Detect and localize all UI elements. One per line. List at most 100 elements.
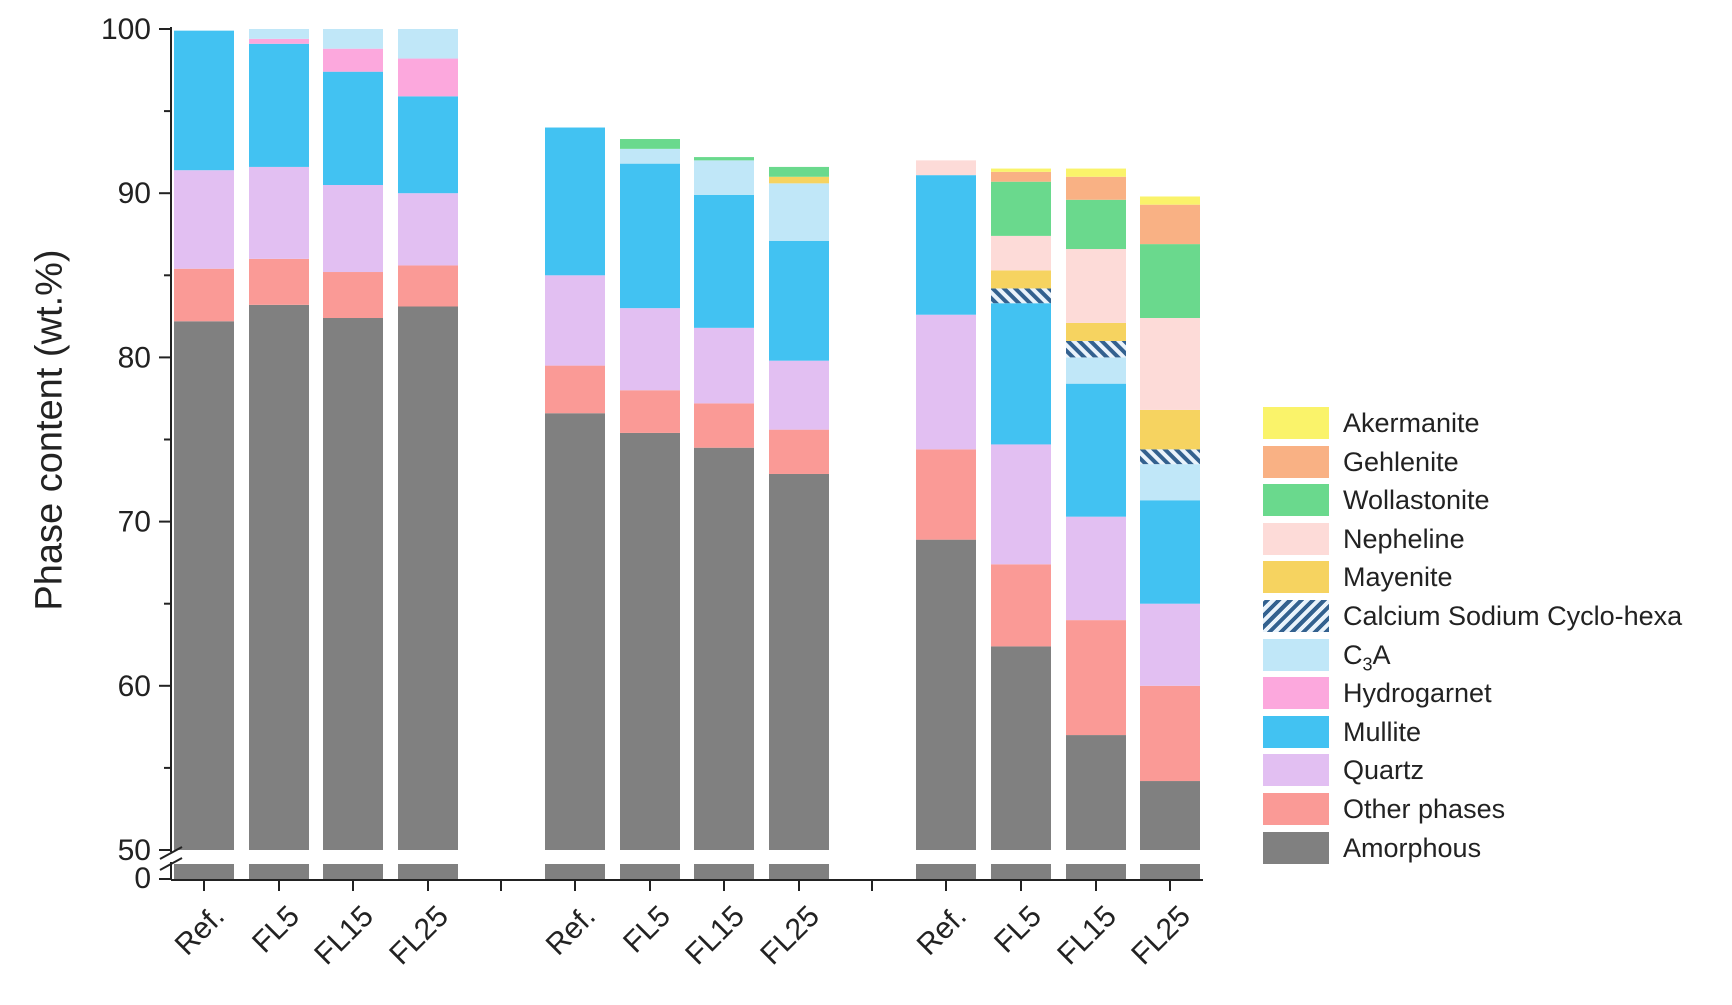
bar-segment-akermanite-11 (1140, 196, 1200, 205)
bar-segment-quartz-5 (620, 308, 680, 391)
bar-segment-mayenite-9 (991, 270, 1051, 289)
bar-segment-quartz-11 (1140, 603, 1200, 686)
legend-label-akermanite: Akermanite (1343, 408, 1480, 438)
bar-segment-gehlenite-11 (1140, 204, 1200, 245)
bar-segment-mayenite-11 (1140, 409, 1200, 450)
bar-segment-mullite-1 (249, 43, 309, 167)
legend-swatch-hydrogarnet (1263, 677, 1329, 710)
bar-segment-other-phases-10 (1066, 620, 1126, 736)
bar-segment-mullite-9 (991, 303, 1051, 445)
legend-label-amorphous: Amorphous (1343, 832, 1482, 863)
legend-label-calcium-sodium-cyclo-hexa: Calcium Sodium Cyclo-hexa (1343, 601, 1683, 631)
legend-swatch-mayenite (1263, 561, 1329, 594)
bar-segment-quartz-1 (249, 166, 309, 259)
legend-swatch-gehlenite (1263, 445, 1329, 478)
bar-segment-mullite-3 (398, 96, 458, 194)
bar-segment-wollastonite-6 (694, 157, 754, 161)
bar-segment-calcium-sodium-cyclo-hexa-10 (1066, 340, 1126, 358)
bar-stub-5 (620, 864, 680, 880)
bar-segment-calcium-sodium-cyclo-hexa-9 (991, 288, 1051, 304)
bar-segment-nepheline-10 (1066, 249, 1126, 323)
bar-segment-mullite-0 (174, 30, 234, 171)
bar-segment-nepheline-11 (1140, 317, 1200, 410)
bar-segment-calcium-sodium-cyclo-hexa-11 (1140, 449, 1200, 465)
bar-segment-quartz-2 (323, 184, 383, 273)
bar-segment-amorphous-3 (398, 306, 458, 850)
bar-segment-c3a-5 (620, 148, 680, 164)
x-tick-label-3: FL25 (383, 900, 455, 972)
legend-item-akermanite: Akermanite (1263, 405, 1732, 441)
bar-segment-nepheline-8 (916, 160, 976, 176)
bar-segment-c3a-10 (1066, 357, 1126, 384)
x-tick-label-5: FL5 (617, 900, 677, 960)
bar-segment-amorphous-10 (1066, 735, 1126, 850)
bar-segment-mayenite-7 (769, 176, 829, 184)
legend-item-gehlenite: Gehlenite (1263, 444, 1732, 480)
legend-item-c3a: C3A (1263, 637, 1732, 673)
legend-swatch-wollastonite (1263, 484, 1329, 517)
bar-stub-10 (1066, 864, 1126, 880)
bar-segment-c3a-7 (769, 183, 829, 241)
y-tick-label-0: 0 (134, 862, 151, 895)
bar-segment-c3a-11 (1140, 464, 1200, 501)
y-tick-label-70: 70 (118, 506, 151, 539)
bar-segment-other-phases-5 (620, 390, 680, 433)
y-tick-label-100: 100 (101, 13, 151, 46)
bar-segment-other-phases-0 (174, 268, 234, 322)
bar-segment-amorphous-6 (694, 447, 754, 850)
bar-segment-mullite-7 (769, 240, 829, 361)
legend-label-quartz: Quartz (1343, 755, 1425, 786)
bar-segment-amorphous-0 (174, 321, 234, 850)
legend-label-c3a: C3A (1343, 637, 1391, 673)
axis-break-mark-lower (159, 857, 183, 871)
bar-stub-9 (991, 864, 1051, 880)
legend-swatch-calcium-sodium-cyclo-hexa (1263, 600, 1329, 632)
y-tick-label-60: 60 (118, 670, 151, 703)
bar-stub-1 (249, 864, 309, 880)
bar-segment-mullite-5 (620, 163, 680, 309)
legend-swatch-mullite (1263, 715, 1329, 748)
legend-label-wollastonite: Wollastonite (1343, 485, 1490, 516)
bar-segment-gehlenite-10 (1066, 176, 1126, 200)
bar-segment-wollastonite-10 (1066, 199, 1126, 250)
legend-item-wollastonite: Wollastonite (1263, 482, 1732, 518)
legend-label-nepheline: Nepheline (1343, 523, 1465, 554)
bar-segment-other-phases-6 (694, 403, 754, 448)
bar-segment-quartz-7 (769, 360, 829, 430)
bar-segment-quartz-6 (694, 327, 754, 404)
bar-segment-mullite-11 (1140, 500, 1200, 604)
bar-stub-0 (174, 864, 234, 880)
bar-stub-7 (769, 864, 829, 880)
y-axis-title: Phase content (wt.%) (28, 249, 71, 611)
bar-segment-amorphous-1 (249, 304, 309, 851)
x-tick-label-10: FL15 (1051, 900, 1123, 972)
bar-segment-amorphous-7 (769, 473, 829, 850)
legend-item-amorphous: Amorphous (1263, 830, 1732, 866)
legend-item-mayenite: Mayenite (1263, 559, 1732, 595)
bar-segment-other-phases-2 (323, 272, 383, 318)
legend-item-nepheline: Nepheline (1263, 521, 1732, 557)
bar-segment-other-phases-1 (249, 258, 309, 305)
bar-segment-c3a-2 (323, 29, 383, 49)
bar-segment-wollastonite-9 (991, 181, 1051, 236)
legend-label-suffix: A (1372, 639, 1391, 670)
y-tick-label-50: 50 (118, 834, 151, 867)
bar-segment-c3a-1 (249, 29, 309, 39)
x-tick-label-2: FL15 (308, 900, 380, 972)
bar-segment-hydrogarnet-1 (249, 38, 309, 44)
bar-segment-mullite-8 (916, 175, 976, 315)
bar-segment-other-phases-11 (1140, 685, 1200, 782)
legend-label-gehlenite: Gehlenite (1343, 446, 1459, 477)
bar-segment-other-phases-9 (991, 564, 1051, 647)
bar-segments (174, 29, 1200, 880)
legend-label-mayenite: Mayenite (1343, 562, 1453, 593)
x-tick-label-4: Ref. (540, 900, 602, 962)
legend-label-mullite: Mullite (1343, 716, 1422, 747)
bar-segment-wollastonite-5 (620, 139, 680, 149)
legend-swatch-akermanite (1263, 407, 1329, 439)
legend-label-prefix: C (1343, 639, 1363, 670)
legend-item-quartz: Quartz (1263, 752, 1732, 788)
bar-segment-amorphous-8 (916, 539, 976, 850)
bar-segment-quartz-10 (1066, 516, 1126, 621)
